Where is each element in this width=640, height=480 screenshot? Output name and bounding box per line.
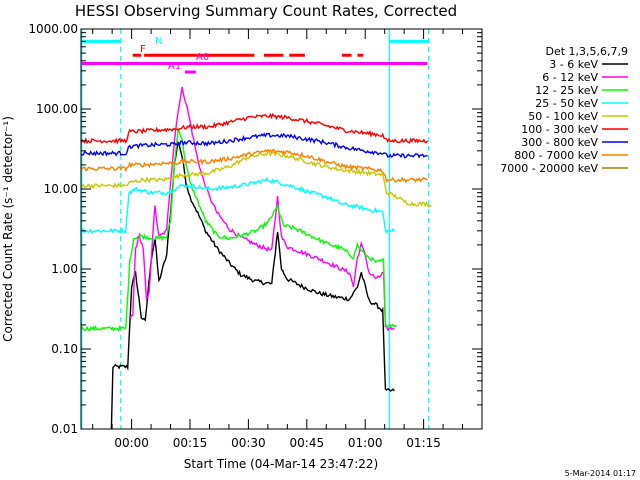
series-lines: [81, 86, 432, 429]
bar-annotations: NF A0 A1: [140, 36, 209, 72]
series-line-6: [81, 132, 428, 159]
state-bars: [82, 39, 429, 74]
plot-frame: [80, 28, 483, 430]
annotation-a1: A1: [168, 61, 181, 72]
y-tick-label: 1.00: [51, 262, 78, 276]
series-line-1: [129, 86, 395, 332]
legend-label: 50 - 100 keV: [528, 110, 598, 123]
y-tick-label: 100.00: [36, 102, 78, 116]
footer-stamp: 5-Mar-2014 01:17: [565, 469, 636, 478]
y-axis: 0.01 0.10 1.00 10.00 100.00 1000.00: [28, 22, 482, 436]
x-axis-label: Start Time (04-Mar-14 23:47:22): [184, 457, 378, 471]
x-tick-label: 01:00: [348, 436, 383, 450]
legend-label: 100 - 300 keV: [521, 123, 598, 136]
legend-label: 300 - 800 keV: [521, 136, 598, 149]
attenuator-markers: [81, 29, 430, 429]
x-axis: 00:00 00:15 00:30 00:45 01:00 01:15: [92, 29, 464, 450]
series-line-3: [81, 176, 395, 235]
legend-label: 12 - 25 keV: [535, 84, 598, 97]
series-line-7: [81, 148, 428, 184]
annotation-n: N: [155, 36, 162, 47]
y-tick-label: 0.01: [51, 422, 78, 436]
annotation-a0: A0: [196, 52, 209, 63]
y-axis-label: Corrected Count Rate (s⁻¹ detector⁻¹): [1, 116, 15, 342]
x-tick-label: 00:30: [231, 436, 266, 450]
x-tick-label: 00:45: [290, 436, 325, 450]
legend-label: 25 - 50 keV: [535, 97, 598, 110]
x-tick-label: 00:15: [173, 436, 208, 450]
legend-label: 7000 - 20000 keV: [500, 162, 598, 175]
legend-label: 6 - 12 keV: [542, 71, 598, 84]
annotation-f: F: [140, 44, 146, 55]
x-tick-label: 01:15: [406, 436, 441, 450]
legend-label: 800 - 7000 keV: [514, 149, 598, 162]
series-line-5: [81, 112, 429, 145]
chart-title: HESSI Observing Summary Count Rates, Cor…: [75, 2, 457, 20]
series-line-4: [81, 150, 432, 208]
series-line-2: [81, 128, 397, 333]
legend-header: Det 1,3,5,6,7,9: [545, 45, 628, 58]
y-tick-label: 0.10: [51, 342, 78, 356]
y-tick-label: 10.00: [44, 182, 78, 196]
y-tick-label: 1000.00: [28, 22, 78, 36]
legend-label: 3 - 6 keV: [549, 58, 598, 71]
x-tick-label: 00:00: [114, 436, 149, 450]
series-line-0: [110, 141, 395, 429]
